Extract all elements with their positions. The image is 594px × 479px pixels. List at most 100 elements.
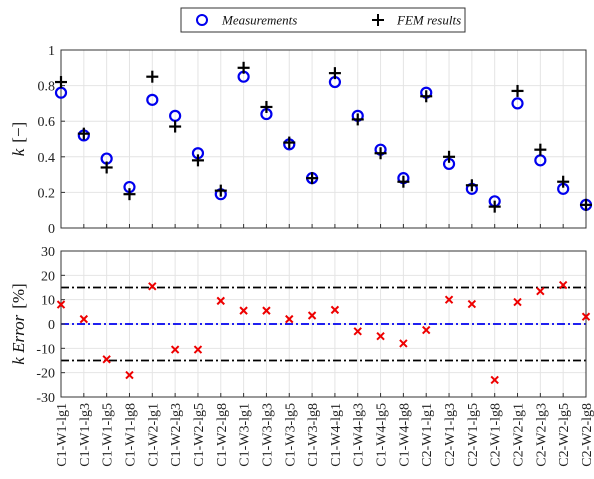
fem-point	[374, 147, 387, 160]
error-point	[399, 339, 408, 348]
x-tick-label: C1-W4-lg5	[375, 403, 390, 467]
bottom-y-tick-label: -20	[36, 367, 55, 382]
x-tick-label: C1-W1-lg3	[78, 403, 93, 467]
fem-point	[420, 90, 433, 103]
x-tick-label: C1-W2-lg1	[146, 403, 161, 467]
error-point	[216, 296, 225, 306]
error-point	[353, 327, 362, 336]
error-point	[444, 295, 454, 304]
fem-point	[55, 76, 67, 89]
top-plot: 0 0.2 0.4 0.6 0.8 1	[38, 44, 593, 237]
legend-label-fem-results: FEM results	[396, 13, 461, 28]
fem-point	[465, 179, 478, 192]
error-point	[125, 370, 134, 380]
fem-point	[191, 154, 204, 167]
x-tick-label: C1-W1-lg8	[123, 403, 138, 467]
top-y-axis-label: k[−]	[9, 122, 28, 156]
fem-point	[260, 100, 273, 113]
x-tick-label: C1-W1-lg1	[55, 403, 70, 467]
x-tick-label: C1-W4-lg1	[329, 403, 344, 467]
top-y-tick-label: 1	[48, 44, 55, 59]
error-point	[56, 300, 66, 309]
x-tick-label: C1-W2-lg8	[215, 403, 230, 467]
measurement-point	[511, 97, 524, 110]
error-point	[581, 312, 591, 321]
top-y-tick-label: 0.2	[38, 186, 56, 201]
error-point	[148, 282, 157, 291]
error-point	[262, 306, 271, 315]
fem-point	[488, 200, 501, 213]
series-measurements	[54, 70, 593, 211]
bottom-y-axis-label: k Error[%]	[9, 283, 28, 364]
fem-point	[169, 120, 182, 133]
fem-point	[557, 175, 570, 188]
x-tick-label: C1-W4-lg3	[352, 403, 367, 467]
top-y-tick-label: 0.8	[38, 80, 56, 95]
bottom-y-tick-label: 10	[41, 294, 55, 309]
legend-label-measurements: Measurements	[221, 13, 297, 28]
x-tick-labels: C1-W1-lg1 C1-W1-lg3 C1-W1-lg5 C1-W1-lg8 C1-W…	[55, 403, 594, 467]
measurement-point	[146, 93, 159, 106]
x-tick-label: C1-W3-lg1	[238, 403, 253, 467]
x-tick-label: C2-W1-lg8	[489, 403, 504, 467]
top-grid	[60, 49, 587, 229]
error-point	[513, 297, 522, 307]
error-point	[422, 325, 431, 335]
bottom-y-tick-label: 20	[41, 269, 55, 284]
legend-circle-marker	[196, 14, 208, 26]
fem-point	[77, 127, 90, 140]
x-tick-label: C2-W1-lg1	[420, 403, 435, 467]
fem-point	[351, 113, 364, 126]
series-k-error	[56, 280, 591, 385]
legend-box	[180, 7, 466, 33]
error-point	[79, 314, 89, 324]
error-point	[102, 355, 111, 364]
bottom-y-tick-label: -10	[36, 342, 55, 357]
error-point	[376, 331, 385, 341]
fem-point	[214, 184, 227, 197]
error-point	[307, 311, 317, 320]
bottom-y-tick-label: -30	[36, 391, 55, 406]
error-point	[490, 375, 499, 385]
fem-point	[328, 67, 341, 80]
fem-point	[237, 61, 250, 74]
fem-point	[306, 172, 319, 185]
error-point	[170, 345, 180, 354]
x-tick-label: C2-W2-lg8	[580, 403, 594, 467]
fem-point	[534, 143, 547, 156]
x-tick-label: C2-W1-lg3	[443, 403, 458, 467]
x-tick-label: C1-W3-lg8	[306, 403, 321, 467]
legend-plus-marker	[372, 14, 384, 26]
x-tick-label: C1-W2-lg3	[169, 403, 184, 467]
x-tick-label: C1-W2-lg5	[192, 403, 207, 467]
fem-point	[397, 175, 410, 188]
x-tick-label: C1-W1-lg5	[101, 403, 116, 467]
fem-point	[283, 136, 296, 149]
bottom-y-tick-label: 0	[48, 318, 55, 333]
top-plot-frame	[60, 49, 587, 229]
error-point	[536, 286, 545, 296]
legend: Measurements FEM results	[180, 7, 466, 33]
bottom-y-tick-label: 30	[41, 245, 55, 260]
x-tick-label: C2-W2-lg1	[512, 403, 527, 467]
fem-point	[511, 84, 524, 97]
x-tick-label: C2-W1-lg5	[466, 403, 481, 467]
error-point	[558, 280, 568, 290]
top-y-tick-label: 0	[48, 222, 55, 237]
fem-point	[443, 150, 456, 163]
error-point	[193, 345, 203, 354]
fem-point	[580, 198, 592, 211]
fem-point	[146, 70, 159, 83]
fem-point	[100, 161, 113, 174]
top-y-tick-label: 0.4	[38, 151, 56, 166]
x-tick-label: C1-W3-lg5	[283, 403, 298, 467]
error-point	[467, 299, 477, 309]
bottom-plot: -30 -20 -10 0 10 20 30	[36, 245, 591, 406]
top-y-tick-label: 0.6	[38, 115, 56, 130]
error-point	[239, 306, 248, 315]
error-point	[285, 314, 294, 324]
x-tick-label: C1-W3-lg3	[260, 403, 275, 467]
x-tick-label: C2-W2-lg5	[557, 403, 572, 467]
series-fem-results	[55, 61, 592, 213]
